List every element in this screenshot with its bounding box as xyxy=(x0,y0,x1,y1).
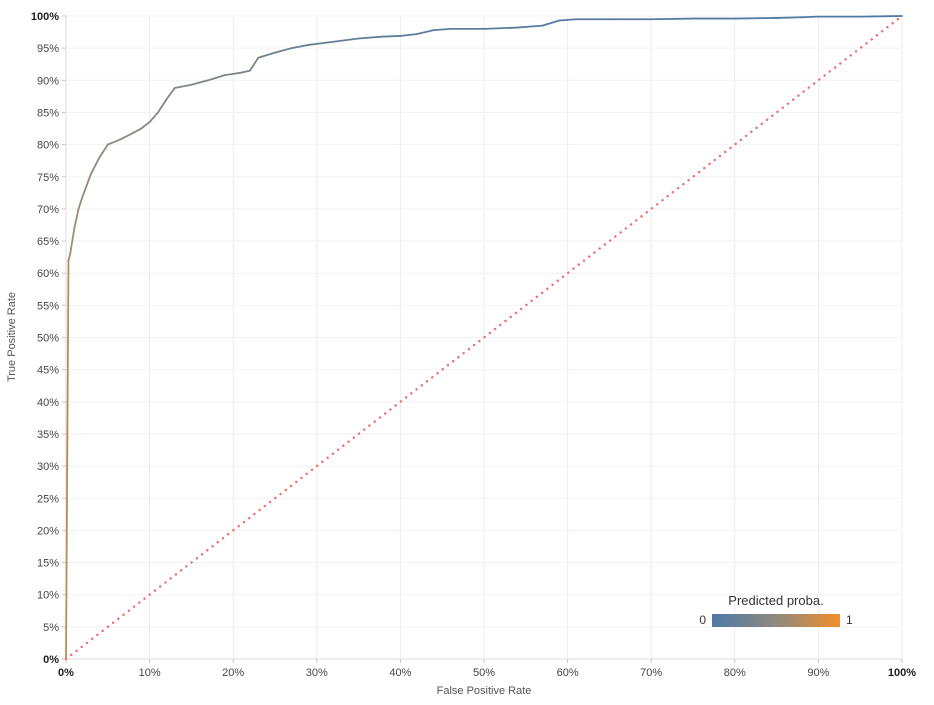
x-tick-label: 60% xyxy=(557,667,579,679)
roc-curve-segment xyxy=(98,143,109,159)
roc-curve-segment xyxy=(516,24,544,29)
roc-curve-segment xyxy=(541,19,561,27)
y-tick-label: 95% xyxy=(37,43,59,55)
x-tick-label: 100% xyxy=(888,667,916,679)
roc-curve-segment xyxy=(119,132,134,141)
y-tick-label: 80% xyxy=(37,140,59,152)
roc-curve-segment xyxy=(859,15,903,18)
roc-curve-segment xyxy=(733,17,778,20)
roc-curve-segment xyxy=(800,15,820,19)
roc-curve-segment xyxy=(90,156,101,175)
y-tick-label: 65% xyxy=(37,236,59,248)
roc-curve-segment xyxy=(106,138,122,146)
legend-title: Predicted proba. xyxy=(728,593,824,608)
roc-curve-segment xyxy=(416,29,435,35)
roc-curve-segment xyxy=(148,111,159,123)
y-tick-label: 75% xyxy=(37,172,59,184)
roc-curve-segment xyxy=(357,35,385,40)
x-tick-label: 30% xyxy=(306,667,328,679)
roc-curve-segment xyxy=(157,98,168,114)
roc-curve-segment xyxy=(173,83,193,89)
roc-curve-segment xyxy=(165,87,176,101)
x-tick-label: 0% xyxy=(58,667,74,679)
x-tick-label: 50% xyxy=(473,667,495,679)
roc-curve-segment xyxy=(399,33,419,37)
roc-curve-segment xyxy=(65,259,70,660)
roc-curve-segment xyxy=(69,227,76,255)
y-axis-title: True Positive Rate xyxy=(6,291,18,383)
y-tick-label: 25% xyxy=(37,493,59,505)
roc-curve-segment xyxy=(67,253,72,262)
roc-curve-segment xyxy=(382,35,402,38)
y-tick-label: 85% xyxy=(37,107,59,119)
roc-curve-segment xyxy=(140,121,151,130)
roc-curve-segment xyxy=(131,127,143,134)
roc-curve-segment xyxy=(73,207,80,230)
roc-curve-segment xyxy=(223,71,243,77)
roc-curve-segment xyxy=(483,26,519,30)
x-axis-title: False Positive Rate xyxy=(436,685,532,697)
x-tick-label: 70% xyxy=(640,667,662,679)
y-tick-label: 15% xyxy=(37,558,59,570)
roc-curve-segment xyxy=(775,16,803,19)
roc-curve-segment xyxy=(332,37,360,43)
legend-gradient-bar xyxy=(712,613,840,627)
y-tick-label: 10% xyxy=(37,590,59,602)
x-tick-label: 20% xyxy=(222,667,244,679)
roc-curve-segment xyxy=(207,74,226,82)
y-tick-label: 5% xyxy=(43,622,59,634)
roc-curve-segment xyxy=(307,40,335,46)
y-tick-label: 100% xyxy=(31,11,59,23)
roc-curve-segment xyxy=(290,44,310,50)
x-tick-label: 10% xyxy=(139,667,161,679)
legend-max-label: 1 xyxy=(846,613,853,627)
x-tick-label: 40% xyxy=(389,667,411,679)
y-tick-label: 50% xyxy=(37,333,59,345)
roc-curve-segment xyxy=(240,69,251,74)
y-tick-label: 20% xyxy=(37,525,59,537)
y-tick-label: 90% xyxy=(37,75,59,87)
roc-curve-segment xyxy=(81,172,92,197)
legend-min-label: 0 xyxy=(699,613,706,627)
x-tick-label: 90% xyxy=(807,667,829,679)
roc-curve-segment xyxy=(558,18,577,22)
roc-curve-segment xyxy=(249,56,260,72)
y-tick-label: 45% xyxy=(37,365,59,377)
y-tick-label: 40% xyxy=(37,397,59,409)
y-tick-label: 55% xyxy=(37,300,59,312)
y-tick-label: 70% xyxy=(37,204,59,216)
roc-curve-segment xyxy=(257,51,276,59)
legend: Predicted proba. 0 1 xyxy=(690,593,862,627)
roc-curve-segment xyxy=(650,17,694,21)
legend-gradient-row: 0 1 xyxy=(690,613,862,627)
y-tick-label: 30% xyxy=(37,461,59,473)
baseline-diagonal xyxy=(64,14,904,661)
y-tick-label: 35% xyxy=(37,429,59,441)
roc-curve-segment xyxy=(432,27,452,32)
roc-curve-segment xyxy=(77,195,84,210)
y-tick-label: 60% xyxy=(37,268,59,280)
roc-curve-segment xyxy=(190,79,210,86)
x-tick-label: 80% xyxy=(724,667,746,679)
y-tick-label: 0% xyxy=(43,654,59,666)
roc-curve-segment xyxy=(274,47,293,54)
